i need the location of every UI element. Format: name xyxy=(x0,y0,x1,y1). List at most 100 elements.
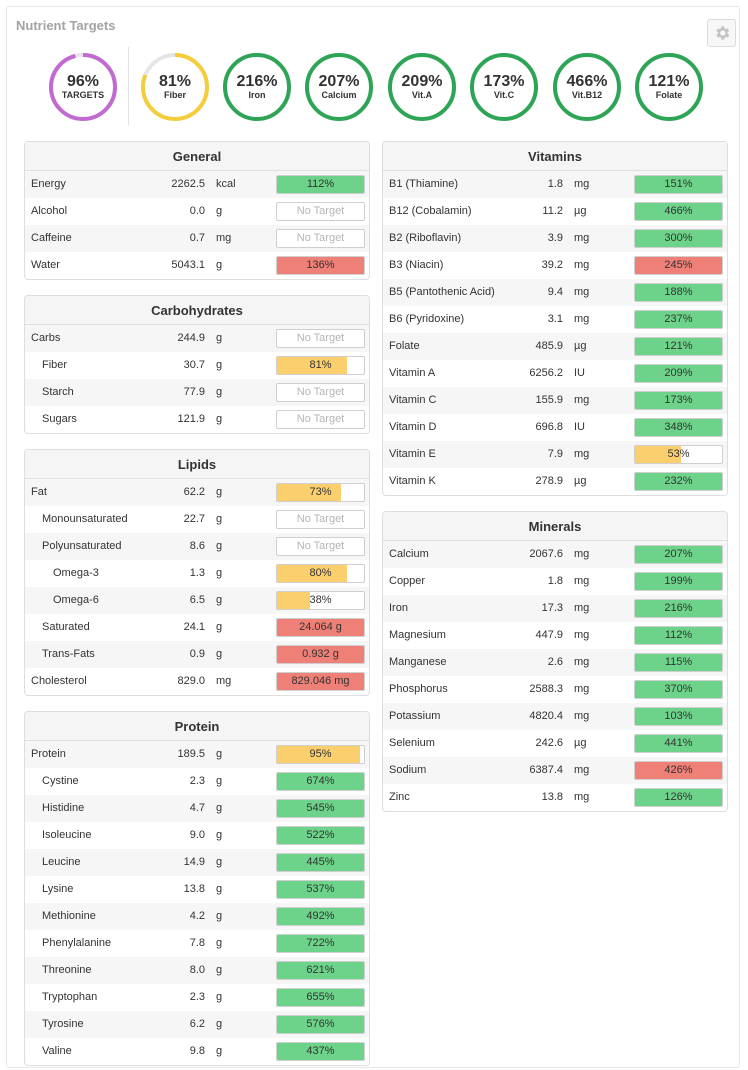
nutrient-row[interactable]: Water 5043.1 g 136% xyxy=(25,252,369,279)
nutrient-row[interactable]: Isoleucine 9.0 g 522% xyxy=(25,822,369,849)
nutrient-row[interactable]: Cystine 2.3 g 674% xyxy=(25,768,369,795)
nutrient-row[interactable]: B6 (Pyridoxine) 3.1 mg 237% xyxy=(383,306,727,333)
nutrient-row[interactable]: Sugars 121.9 g No Target xyxy=(25,406,369,433)
progress-fill xyxy=(277,962,364,979)
nutrient-name: Carbs xyxy=(31,332,61,344)
nutrient-row[interactable]: Polyunsaturated 8.6 g No Target xyxy=(25,533,369,560)
ring-arc xyxy=(635,53,703,121)
nutrient-row[interactable]: Protein 189.5 g 95% xyxy=(25,741,369,768)
nutrient-name: Manganese xyxy=(389,656,447,668)
nutrient-row[interactable]: Cholesterol 829.0 mg 829.046 mg xyxy=(25,668,369,695)
target-progress-bar: 829.046 mg xyxy=(276,672,365,691)
nutrient-row[interactable]: Leucine 14.9 g 445% xyxy=(25,849,369,876)
nutrient-row[interactable]: Methionine 4.2 g 492% xyxy=(25,903,369,930)
nutrient-row[interactable]: Carbs 244.9 g No Target xyxy=(25,325,369,352)
nutrient-row[interactable]: Zinc 13.8 mg 126% xyxy=(383,784,727,811)
progress-label: 209% xyxy=(664,367,693,379)
nutrient-unit: g xyxy=(216,991,223,1003)
target-progress-bar: 621% xyxy=(276,961,365,980)
nutrient-amount: 9.8 xyxy=(189,1045,205,1057)
nutrient-row[interactable]: Starch 77.9 g No Target xyxy=(25,379,369,406)
nutrient-row[interactable]: Fat 62.2 g 73% xyxy=(25,479,369,506)
nutrient-row[interactable]: Lysine 13.8 g 537% xyxy=(25,876,369,903)
nutrient-row[interactable]: B1 (Thiamine) 1.8 mg 151% xyxy=(383,171,727,198)
nutrient-row[interactable]: Vitamin E 7.9 mg 53% xyxy=(383,441,727,468)
ring-vit-b12: 466% Vit.B12 xyxy=(552,52,622,122)
nutrient-unit: µg xyxy=(574,737,587,749)
nutrient-row[interactable]: Valine 9.8 g 437% xyxy=(25,1038,369,1065)
progress-label: 207% xyxy=(664,548,693,560)
nutrient-name: Alcohol xyxy=(31,205,68,217)
nutrient-name: Potassium xyxy=(389,710,441,722)
nutrient-unit: g xyxy=(216,205,223,217)
nutrient-row[interactable]: B5 (Pantothenic Acid) 9.4 mg 188% xyxy=(383,279,727,306)
nutrient-row[interactable]: Vitamin A 6256.2 IU 209% xyxy=(383,360,727,387)
target-progress-bar: 232% xyxy=(634,472,723,491)
nutrient-row[interactable]: Caffeine 0.7 mg No Target xyxy=(25,225,369,252)
nutrient-row[interactable]: Potassium 4820.4 mg 103% xyxy=(383,703,727,730)
nutrient-row[interactable]: Histidine 4.7 g 545% xyxy=(25,795,369,822)
nutrient-name: Polyunsaturated xyxy=(42,540,122,552)
nutrient-unit: mg xyxy=(216,675,232,687)
progress-label: 24.064 g xyxy=(299,621,342,633)
nutrient-row[interactable]: Calcium 2067.6 mg 207% xyxy=(383,541,727,568)
target-progress-bar: 348% xyxy=(634,418,723,437)
nutrient-row[interactable]: Folate 485.9 µg 121% xyxy=(383,333,727,360)
nutrient-row[interactable]: Trans-Fats 0.9 g 0.932 g xyxy=(25,641,369,668)
nutrient-targets-widget: Nutrient Targets 96% TARGETS 81% Fiber 216% I… xyxy=(6,6,740,1068)
progress-fill xyxy=(277,619,364,636)
nutrient-row[interactable]: Vitamin D 696.8 IU 348% xyxy=(383,414,727,441)
nutrient-row[interactable]: Phenylalanine 7.8 g 722% xyxy=(25,930,369,957)
progress-fill xyxy=(635,708,722,725)
nutrient-row[interactable]: B3 (Niacin) 39.2 mg 245% xyxy=(383,252,727,279)
nutrient-row[interactable]: Iron 17.3 mg 216% xyxy=(383,595,727,622)
target-progress-bar: 115% xyxy=(634,653,723,672)
progress-label: 151% xyxy=(664,178,693,190)
nutrient-row[interactable]: Tyrosine 6.2 g 576% xyxy=(25,1011,369,1038)
nutrient-amount: 2067.6 xyxy=(529,548,563,560)
nutrient-row[interactable]: Monounsaturated 22.7 g No Target xyxy=(25,506,369,533)
nutrient-name: Protein xyxy=(31,748,66,760)
nutrient-row[interactable]: Alcohol 0.0 g No Target xyxy=(25,198,369,225)
settings-button[interactable] xyxy=(707,19,736,47)
ring-percent: 81% xyxy=(158,73,192,90)
nutrient-row[interactable]: Sodium 6387.4 mg 426% xyxy=(383,757,727,784)
nutrient-row[interactable]: Omega-3 1.3 g 80% xyxy=(25,560,369,587)
target-progress-bar: No Target xyxy=(276,202,365,221)
ring-percent: 173% xyxy=(483,73,525,90)
nutrient-unit: g xyxy=(216,775,223,787)
progress-fill xyxy=(635,392,722,409)
nutrient-name: Sugars xyxy=(42,413,77,425)
progress-fill xyxy=(635,311,722,328)
nutrient-row[interactable]: B12 (Cobalamin) 11.2 µg 466% xyxy=(383,198,727,225)
nutrient-amount: 189.5 xyxy=(177,748,205,760)
nutrient-row[interactable]: Threonine 8.0 g 621% xyxy=(25,957,369,984)
ring-arc xyxy=(553,53,621,121)
nutrient-amount: 0.0 xyxy=(189,205,205,217)
nutrient-row[interactable]: B2 (Riboflavin) 3.9 mg 300% xyxy=(383,225,727,252)
progress-label: 112% xyxy=(306,178,335,190)
panel-lipids: Lipids Fat 62.2 g 73% Monounsaturated 22.7 g No… xyxy=(24,449,370,696)
nutrient-name: Saturated xyxy=(42,621,90,633)
nutrient-amount: 39.2 xyxy=(541,259,563,271)
nutrient-row[interactable]: Omega-6 6.5 g 38% xyxy=(25,587,369,614)
progress-label: 370% xyxy=(664,683,693,695)
nutrient-row[interactable]: Energy 2262.5 kcal 112% xyxy=(25,171,369,198)
progress-fill xyxy=(635,230,722,247)
nutrient-row[interactable]: Copper 1.8 mg 199% xyxy=(383,568,727,595)
progress-label: 537% xyxy=(306,883,335,895)
nutrient-row[interactable]: Fiber 30.7 g 81% xyxy=(25,352,369,379)
nutrient-row[interactable]: Magnesium 447.9 mg 112% xyxy=(383,622,727,649)
progress-label: No Target xyxy=(296,540,345,552)
nutrient-row[interactable]: Vitamin C 155.9 mg 173% xyxy=(383,387,727,414)
progress-label: 199% xyxy=(664,575,693,587)
nutrient-row[interactable]: Selenium 242.6 µg 441% xyxy=(383,730,727,757)
nutrient-row[interactable]: Saturated 24.1 g 24.064 g xyxy=(25,614,369,641)
ring-percent: 96% xyxy=(66,73,100,90)
ring-arc xyxy=(388,53,456,121)
nutrient-amount: 9.0 xyxy=(189,829,205,841)
nutrient-row[interactable]: Manganese 2.6 mg 115% xyxy=(383,649,727,676)
nutrient-row[interactable]: Vitamin K 278.9 µg 232% xyxy=(383,468,727,495)
nutrient-row[interactable]: Phosphorus 2588.3 mg 370% xyxy=(383,676,727,703)
nutrient-row[interactable]: Tryptophan 2.3 g 655% xyxy=(25,984,369,1011)
